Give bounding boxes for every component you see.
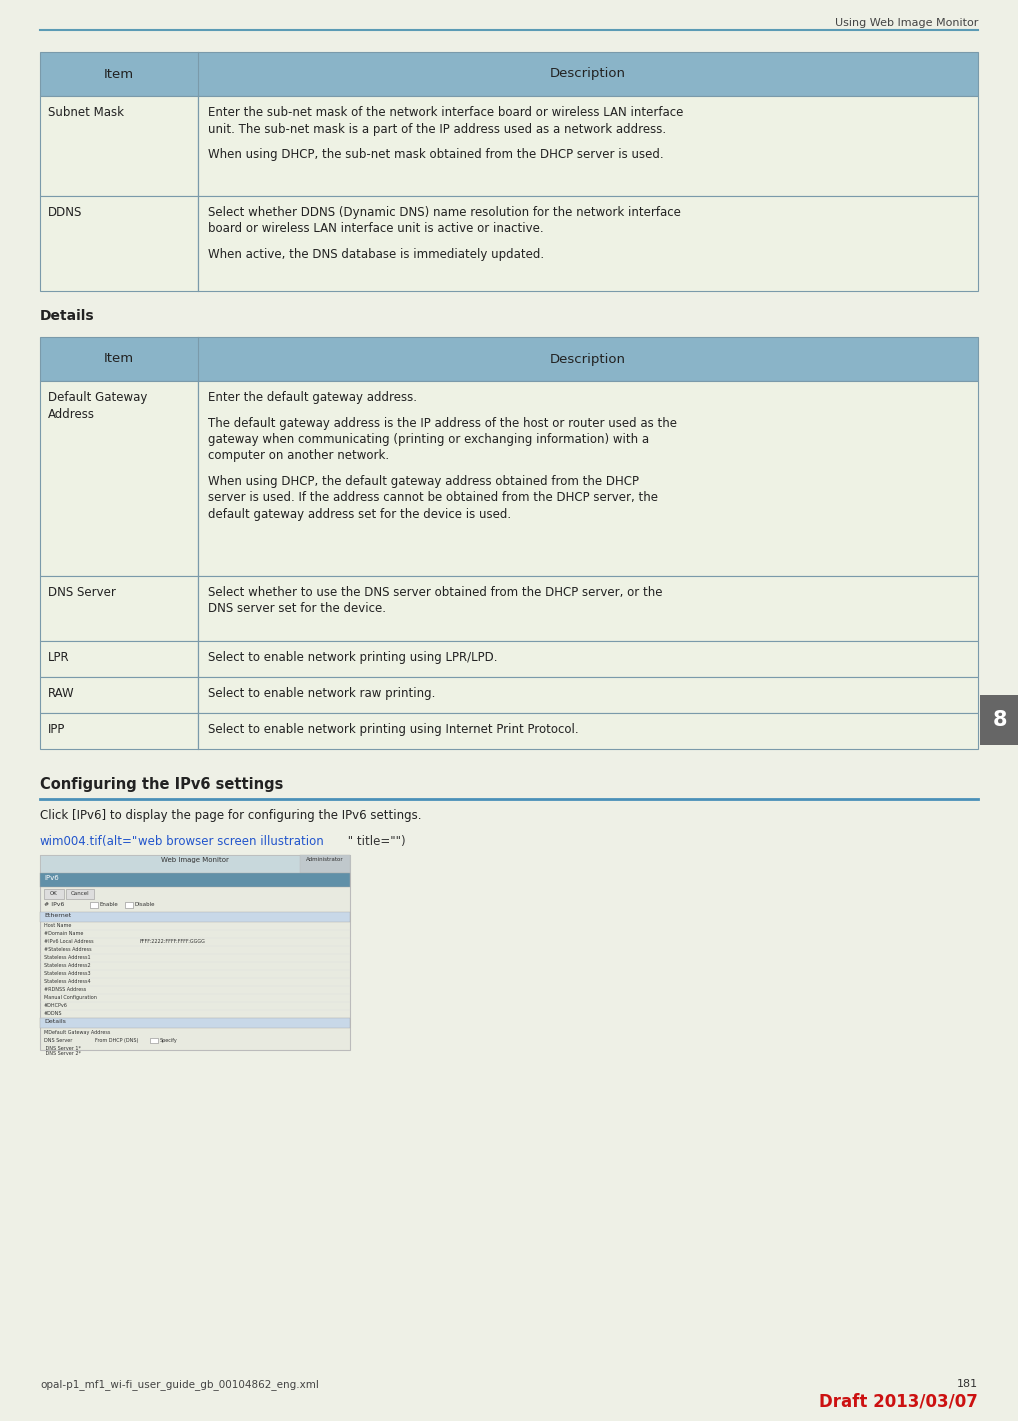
Text: When active, the DNS database is immediately updated.: When active, the DNS database is immedia… [208,249,545,261]
Text: DNS server set for the device.: DNS server set for the device. [208,603,386,615]
Text: Select to enable network raw printing.: Select to enable network raw printing. [208,686,436,701]
Bar [40,196,197,291]
Text: Click [IPv6] to display the page for configuring the IPv6 settings.: Click [IPv6] to display the page for con… [40,809,421,821]
Bar [980,695,1018,745]
Text: Stateless Address4: Stateless Address4 [44,979,91,983]
Bar [197,676,978,713]
Text: # IPv6: # IPv6 [44,902,64,907]
Text: server is used. If the address cannot be obtained from the DHCP server, the: server is used. If the address cannot be… [208,492,658,504]
Text: wim004.tif: wim004.tif [40,836,103,848]
Text: The default gateway address is the IP address of the host or router used as the: The default gateway address is the IP ad… [208,416,677,429]
Bar [150,1037,158,1043]
Text: board or wireless LAN interface unit is active or inactive.: board or wireless LAN interface unit is … [208,223,544,236]
Text: Details: Details [40,308,95,323]
Bar [40,1017,350,1027]
Text: Select to enable network printing using LPR/LPD.: Select to enable network printing using … [208,651,498,664]
Text: Stateless Address2: Stateless Address2 [44,963,91,968]
Text: Description: Description [550,352,626,365]
Text: When using DHCP, the default gateway address obtained from the DHCP: When using DHCP, the default gateway add… [208,475,639,487]
Text: unit. The sub-net mask is a part of the IP address used as a network address.: unit. The sub-net mask is a part of the … [208,122,666,135]
Bar [300,855,350,872]
Text: Select whether DDNS (Dynamic DNS) name resolution for the network interface: Select whether DDNS (Dynamic DNS) name r… [208,206,681,219]
Text: Default Gateway: Default Gateway [48,391,148,404]
Text: OK: OK [50,891,58,897]
Text: web browser screen illustration: web browser screen illustration [138,836,324,848]
Text: DDNS: DDNS [48,206,82,219]
Text: computer on another network.: computer on another network. [208,449,389,462]
Text: 8: 8 [993,710,1007,730]
Text: DNS Server: DNS Server [44,1037,72,1043]
Text: #Domain Name: #Domain Name [44,931,83,936]
Text: From DHCP (DNS): From DHCP (DNS) [95,1037,138,1043]
Bar [40,855,350,872]
Text: Specify: Specify [160,1037,178,1043]
Bar [197,641,978,676]
Bar [90,902,98,908]
Bar [40,713,197,749]
Text: Draft 2013/03/07: Draft 2013/03/07 [819,1393,978,1411]
Text: When using DHCP, the sub-net mask obtained from the DHCP server is used.: When using DHCP, the sub-net mask obtain… [208,148,664,161]
Text: Configuring the IPv6 settings: Configuring the IPv6 settings [40,777,283,791]
Text: DNS Server 2*: DNS Server 2* [44,1052,81,1056]
Text: RAW: RAW [48,686,74,701]
Text: #Stateless Address: #Stateless Address [44,946,92,952]
Text: Enter the default gateway address.: Enter the default gateway address. [208,391,417,404]
Bar [40,97,197,196]
Text: Description: Description [550,68,626,81]
Bar [197,713,978,749]
Bar [197,576,978,641]
Bar [40,855,350,1050]
Bar [40,381,197,576]
Bar [40,872,350,887]
Text: Manual Configuration: Manual Configuration [44,995,97,1000]
Text: Details: Details [44,1019,66,1025]
Bar [40,576,197,641]
Text: Select whether to use the DNS server obtained from the DHCP server, or the: Select whether to use the DNS server obt… [208,585,663,600]
Text: Using Web Image Monitor: Using Web Image Monitor [835,18,978,28]
Text: Disable: Disable [135,902,156,907]
Text: Address: Address [48,408,95,421]
Text: 181: 181 [957,1378,978,1388]
Text: IPP: IPP [48,723,65,736]
Bar [66,890,94,899]
Bar [44,890,64,899]
Text: Host Name: Host Name [44,924,71,928]
Text: Subnet Mask: Subnet Mask [48,107,124,119]
Text: gateway when communicating (printing or exchanging information) with a: gateway when communicating (printing or … [208,433,649,446]
Text: Enable: Enable [100,902,119,907]
Text: Administrator: Administrator [306,857,344,863]
Text: DNS Server: DNS Server [48,585,116,600]
Bar [40,337,978,381]
Bar [125,902,133,908]
Text: MDefault Gateway Address: MDefault Gateway Address [44,1030,110,1034]
Text: FFFF:2222:FFFF:FFFF:GGGG: FFFF:2222:FFFF:FFFF:GGGG [140,939,206,944]
Bar [40,912,350,922]
Text: #DDNS: #DDNS [44,1010,62,1016]
Text: #IPv6 Local Address: #IPv6 Local Address [44,939,94,944]
Text: opal-p1_mf1_wi-fi_user_guide_gb_00104862_eng.xml: opal-p1_mf1_wi-fi_user_guide_gb_00104862… [40,1378,319,1390]
Text: Select to enable network printing using Internet Print Protocol.: Select to enable network printing using … [208,723,578,736]
Bar [40,641,197,676]
Text: default gateway address set for the device is used.: default gateway address set for the devi… [208,507,511,522]
Text: #RDNSS Address: #RDNSS Address [44,988,87,992]
Text: Item: Item [104,68,134,81]
Bar [40,676,197,713]
Text: Stateless Address1: Stateless Address1 [44,955,91,961]
Text: Enter the sub-net mask of the network interface board or wireless LAN interface: Enter the sub-net mask of the network in… [208,107,683,119]
Bar [197,381,978,576]
Text: IPv6: IPv6 [44,875,59,881]
Text: Ethernet: Ethernet [44,914,71,918]
Text: Web Image Monitor: Web Image Monitor [161,857,229,863]
Text: Item: Item [104,352,134,365]
Bar [40,53,978,97]
Bar [197,196,978,291]
Text: #DHCPv6: #DHCPv6 [44,1003,68,1007]
Text: DNS Server 1*: DNS Server 1* [44,1046,81,1052]
Text: LPR: LPR [48,651,69,664]
Text: " title=""): " title="") [344,836,405,848]
Text: (alt=": (alt=" [102,836,137,848]
Bar [197,97,978,196]
Text: Cancel: Cancel [70,891,90,897]
Text: Stateless Address3: Stateless Address3 [44,971,91,976]
